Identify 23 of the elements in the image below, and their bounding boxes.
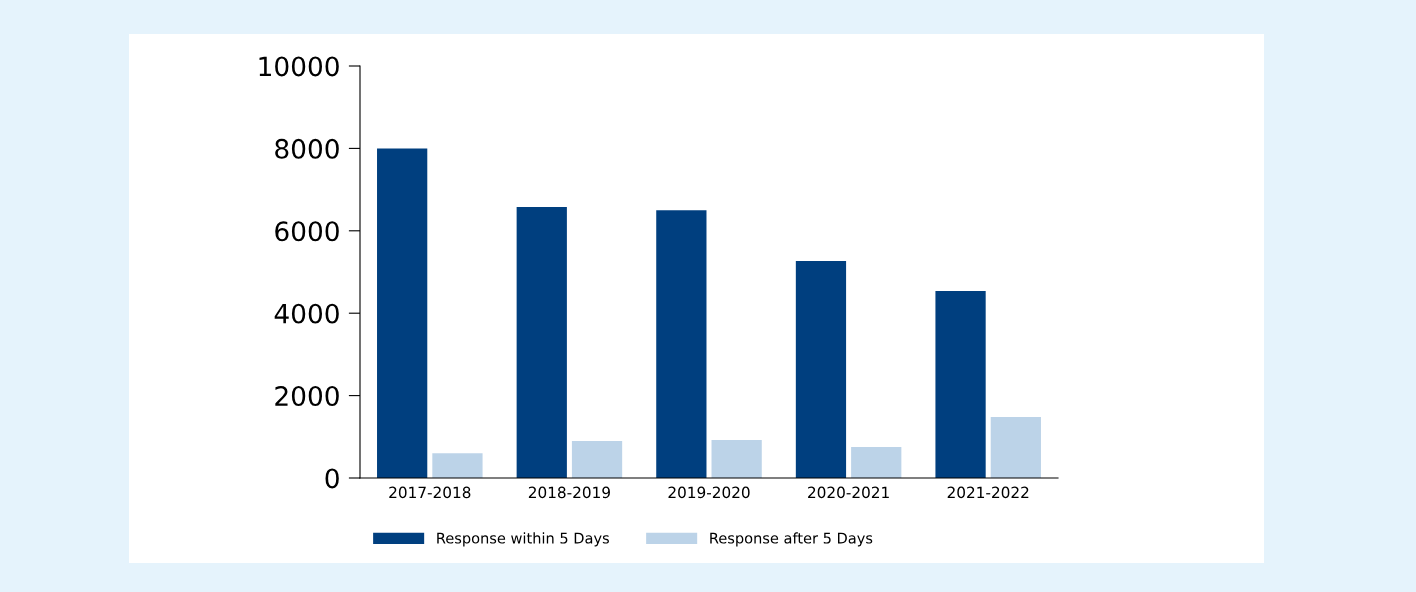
x-tick-label: 2018-2019	[528, 486, 610, 499]
bar	[935, 290, 986, 478]
legend-label: Response within 5 Days	[437, 532, 609, 547]
x-tick-label: 2021-2022	[947, 486, 1029, 499]
y-tick-label: 8000	[275, 138, 339, 159]
bar	[571, 440, 623, 478]
bar	[377, 148, 428, 478]
bar	[795, 260, 847, 478]
bar	[656, 210, 707, 478]
y-tick-label: 10000	[259, 56, 339, 77]
y-tick-label: 2000	[275, 386, 339, 406]
bar	[516, 206, 567, 478]
bar	[432, 453, 483, 478]
y-tick-label: 0	[325, 468, 339, 489]
y-tick-label: 6000	[275, 221, 339, 242]
y-tick-label: 4000	[274, 303, 339, 324]
bar	[990, 417, 1041, 478]
x-tick-label: 2019-2020	[668, 486, 750, 499]
bar	[711, 440, 762, 478]
bar	[851, 447, 902, 478]
x-tick-label: 2020-2021	[808, 486, 889, 499]
legend-label: Response after 5 Days	[710, 532, 873, 547]
x-tick-label: 2017-2018	[389, 486, 471, 499]
